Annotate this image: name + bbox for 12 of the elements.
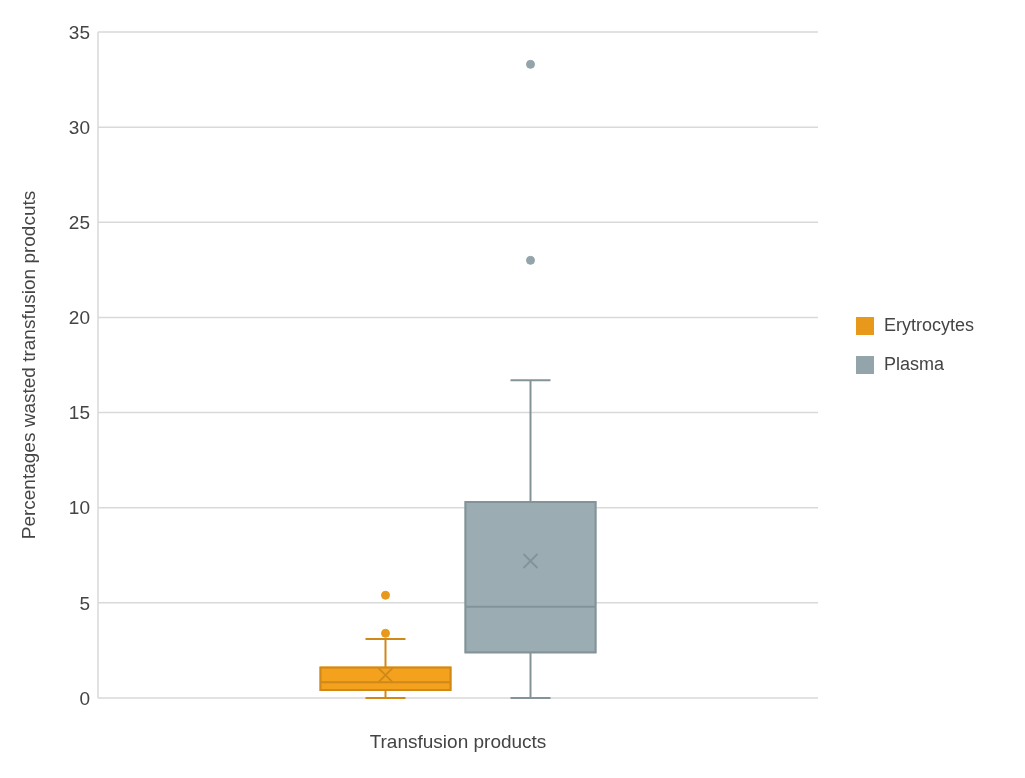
y-tick-label: 15 [68, 402, 90, 424]
y-tick-label: 35 [68, 21, 90, 43]
y-tick-label: 0 [79, 687, 90, 709]
x-axis-title: Transfusion products [369, 731, 547, 752]
y-tick-label: 20 [68, 307, 90, 329]
y-axis-title: Percentages wasted transfusion prodcuts [17, 190, 39, 540]
y-tick-label: 10 [68, 497, 90, 519]
legend-label: Erytrocytes [884, 315, 975, 336]
y-tick-label: 5 [79, 592, 90, 614]
y-tick-label: 30 [68, 116, 90, 138]
y-tick-label: 25 [68, 212, 90, 234]
legend-label: Plasma [884, 354, 945, 375]
